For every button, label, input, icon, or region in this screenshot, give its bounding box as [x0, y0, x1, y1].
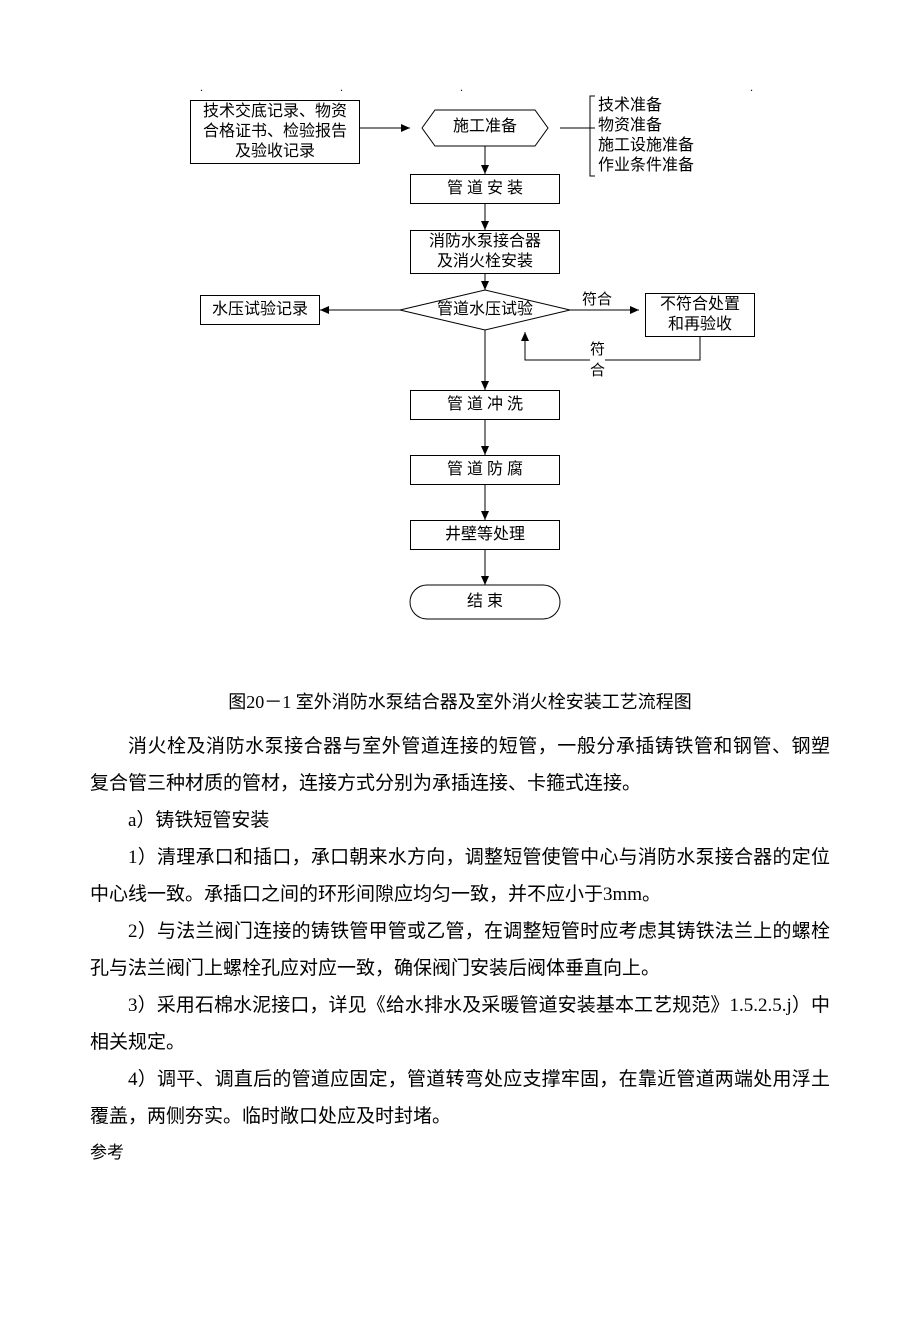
footer-text: 参考: [90, 1138, 830, 1163]
item-4: 4）调平、调直后的管道应固定，管道转弯处应支撑牢固，在靠近管道两端处用浮土覆盖，…: [90, 1061, 830, 1135]
figure-caption: 图20－1 室外消防水泵结合器及室外消火栓安装工艺流程图: [90, 688, 830, 714]
heading-a: a）铸铁短管安装: [90, 802, 830, 839]
node-end-label: 结 束: [410, 592, 560, 612]
body-text: 消火栓及消防水泵接合器与室外管道连接的短管，一般分承插铸铁管和钢管、钢塑复合管三…: [90, 728, 830, 1136]
node-well: 井壁等处理: [410, 520, 560, 550]
node-wp-record: 水压试验记录: [200, 295, 320, 325]
flowchart: 技术交底记录、物资合格证书、检验报告及验收记录 技术准备物资准备施工设施准备作业…: [90, 90, 830, 680]
node-pump-install: 消防水泵接合器及消火栓安装: [410, 230, 560, 274]
node-pipe-install: 管 道 安 装: [410, 174, 560, 204]
edge-label-pass-back: 符合: [590, 338, 605, 380]
edge-label-fail: 符合: [582, 288, 612, 309]
node-nc-handle: 不符合处置和再验收: [645, 293, 755, 337]
item-3: 3）采用石棉水泥接口，详见《给水排水及采暖管道安装基本工艺规范》1.5.2.5.…: [90, 987, 830, 1061]
node-start-label: 施工准备: [435, 117, 535, 137]
node-left-doc: 技术交底记录、物资合格证书、检验报告及验收记录: [190, 100, 360, 164]
paragraph-intro: 消火栓及消防水泵接合器与室外管道连接的短管，一般分承插铸铁管和钢管、钢塑复合管三…: [90, 728, 830, 802]
node-wp-test-label: 管道水压试验: [435, 300, 535, 320]
node-prep-list: 技术准备物资准备施工设施准备作业条件准备: [598, 96, 768, 176]
node-anticorr: 管 道 防 腐: [410, 455, 560, 485]
node-flush: 管 道 冲 洗: [410, 390, 560, 420]
item-1: 1）清理承口和插口，承口朝来水方向，调整短管使管中心与消防水泵接合器的定位中心线…: [90, 839, 830, 913]
item-2: 2）与法兰阀门连接的铸铁管甲管或乙管，在调整短管时应考虑其铸铁法兰上的螺栓孔与法…: [90, 913, 830, 987]
header-dots: ....: [90, 80, 830, 90]
